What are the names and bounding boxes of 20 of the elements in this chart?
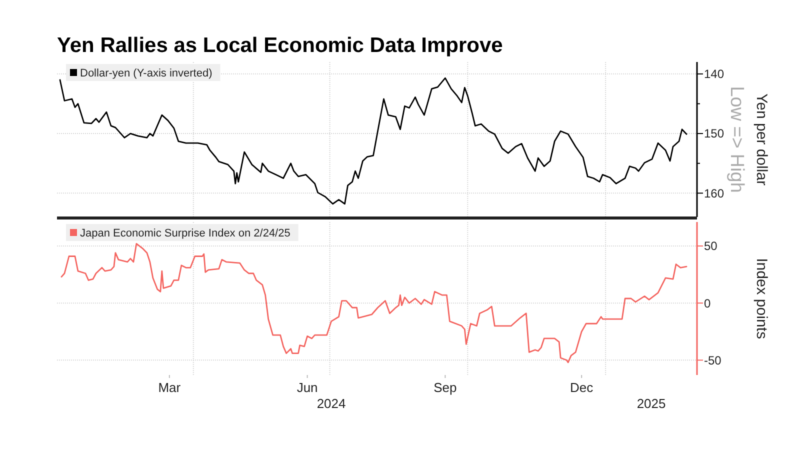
y-tick-label: 160 [704, 186, 724, 200]
line-series [60, 242, 688, 364]
legend-label: Japan Economic Surprise Index on 2/24/25 [80, 228, 290, 240]
text: 2025 [636, 396, 666, 411]
y-tick-label: 140 [704, 67, 724, 82]
x-tick-label: Dec [570, 380, 594, 395]
y-tick-label: 150 [704, 126, 724, 141]
y-tick-label: 50 [704, 239, 718, 254]
x-tick-label: Mar [158, 380, 182, 395]
legend-label: Dollar-yen (Y-axis inverted) [80, 68, 212, 80]
y-axis-title: Yen per dollar [753, 93, 770, 186]
y-tick-label: -50 [704, 353, 722, 368]
x-tick-label: Jun [296, 380, 318, 395]
y-tick-label: 0 [704, 296, 711, 310]
x-tick-label: Sep [434, 380, 457, 395]
chart-title: Yen Rallies as Local Economic Data Improve [57, 34, 503, 57]
y-axis-title: Index points [753, 258, 770, 339]
text: Low => High [726, 86, 747, 193]
line-series [59, 77, 688, 205]
text: 2024 [316, 396, 346, 411]
